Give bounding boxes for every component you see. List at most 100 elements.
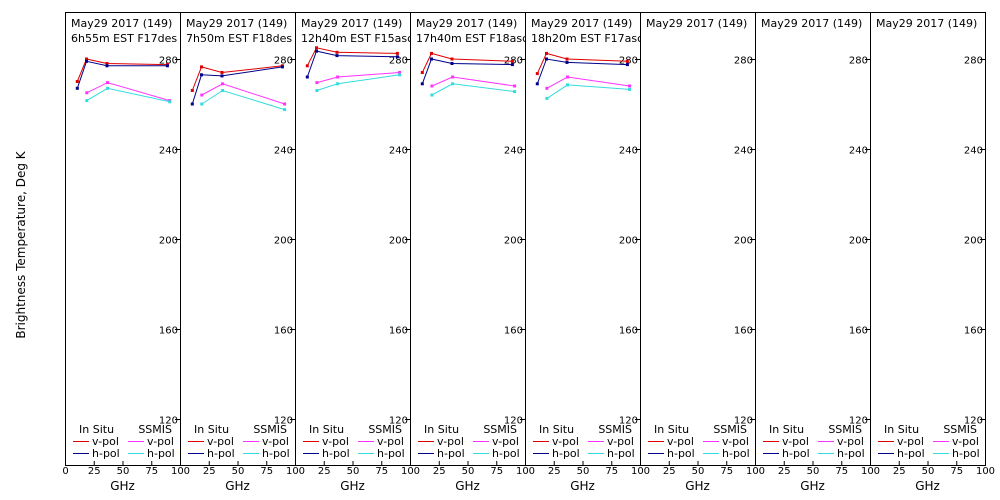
data-point (165, 64, 169, 68)
x-tick-label: 50 (462, 466, 475, 477)
legend-insitu-hpol-label: h-pol (667, 447, 695, 460)
data-point (335, 50, 339, 54)
x-axis-label: GHz (800, 479, 825, 493)
data-point (566, 83, 569, 87)
x-tick-label: 100 (286, 466, 305, 477)
panels-group: May29 2017 (149) 6h55m EST F17des 120 160 20… (62, 12, 995, 493)
x-tick-label: 100 (401, 466, 420, 477)
series-ssmis-h-pol (85, 86, 172, 104)
series-line (421, 58, 513, 84)
data-point (315, 46, 318, 50)
y-tick-label: 120 (734, 416, 753, 427)
data-point (190, 102, 194, 106)
data-point (628, 84, 632, 88)
series-in-situ-h-pol (190, 65, 284, 106)
x-axis-label: GHz (340, 479, 365, 493)
x-axis-label: GHz (110, 479, 135, 493)
x-tick-label: 100 (631, 466, 650, 477)
y-tick-label: 200 (619, 236, 638, 247)
x-axis-label: GHz (225, 479, 250, 493)
data-point (565, 60, 569, 64)
data-point (105, 62, 109, 65)
x-axis-label: GHz (685, 479, 710, 493)
series-line (306, 47, 398, 67)
x-tick-label: 100 (861, 466, 880, 477)
panel-title: May29 2017 (149) (186, 17, 287, 30)
x-tick-label: 25 (88, 466, 101, 477)
x-tick-label: 25 (548, 466, 561, 477)
legend-insitu-title: In Situ (194, 423, 229, 436)
x-tick-label: 50 (117, 466, 130, 477)
series-line (76, 60, 168, 89)
data-point (200, 65, 203, 69)
legend-insitu-title: In Situ (309, 423, 344, 436)
series-in-situ-v-pol (305, 46, 399, 68)
data-point (305, 75, 309, 79)
legend-ssmis-hpol-label: h-pol (492, 447, 520, 460)
series-line (306, 50, 398, 78)
y-tick-label: 240 (504, 146, 523, 157)
legend-insitu-title: In Situ (769, 423, 804, 436)
data-point (398, 73, 402, 77)
panel-header: May29 2017 (149) 17h40m EST F18asc (416, 17, 525, 45)
y-tick-label: 160 (849, 326, 868, 337)
data-point (451, 82, 455, 86)
panel-subtitle: 6h55m EST F17des (71, 32, 177, 45)
y-tick-label: 120 (964, 416, 983, 427)
series-ssmis-v-pol (430, 75, 517, 88)
y-tick-label: 200 (964, 236, 983, 247)
y-tick-label: 160 (619, 326, 638, 337)
data-point (395, 55, 399, 59)
y-tick-label: 200 (274, 236, 293, 247)
legend-ssmis-title: SSMIS (828, 423, 862, 436)
panel-5: May29 2017 (149) 18h20m EST F17asc 120 160 2… (525, 12, 650, 493)
legend-ssmis-title: SSMIS (483, 423, 517, 436)
x-axis-label: GHz (455, 479, 480, 493)
y-tick-label: 280 (389, 56, 408, 67)
panel-title: May29 2017 (149) (531, 17, 632, 30)
series-ssmis-h-pol (430, 82, 517, 97)
series-ssmis-v-pol (545, 75, 632, 90)
legend-insitu-hpol-label: h-pol (552, 447, 580, 460)
y-tick-label: 120 (849, 416, 868, 427)
x-tick-label: 25 (318, 466, 331, 477)
panel-header: May29 2017 (149) 12h40m EST F15asc (301, 17, 410, 45)
y-tick-label: 120 (159, 416, 178, 427)
x-tick-label: 25 (433, 466, 446, 477)
y-tick-label: 240 (159, 146, 178, 157)
panel-header: May29 2017 (149) 7h50m EST F18des (186, 17, 292, 45)
data-point (395, 51, 399, 55)
legend-ssmis-hpol-label: h-pol (377, 447, 405, 460)
series-line (546, 84, 630, 99)
data-point (315, 89, 319, 92)
x-tick-label: 50 (692, 466, 705, 477)
series-line (431, 76, 515, 87)
y-tick-label: 200 (504, 236, 523, 247)
y-tick-label: 120 (389, 416, 408, 427)
panel-title: May29 2017 (149) (761, 17, 862, 30)
series-line (86, 87, 170, 103)
series-line (191, 65, 283, 91)
y-tick-label: 280 (159, 56, 178, 67)
data-point (625, 59, 629, 63)
data-point (398, 71, 402, 74)
x-tick-label: 75 (605, 466, 618, 477)
data-point (628, 87, 632, 91)
legend-insitu-vpol-label: v-pol (552, 435, 579, 448)
x-tick-label: 75 (835, 466, 848, 477)
series-in-situ-h-pol (305, 49, 399, 79)
data-point (566, 75, 569, 79)
legend-ssmis-vpol-label: v-pol (377, 435, 404, 448)
legend-insitu-hpol-label: h-pol (782, 447, 810, 460)
y-tick-label: 200 (159, 236, 178, 247)
x-tick-label: 75 (490, 466, 503, 477)
x-tick-label: 75 (720, 466, 733, 477)
legend-ssmis-title: SSMIS (138, 423, 172, 436)
legend-ssmis-vpol-label: v-pol (837, 435, 864, 448)
data-point (430, 57, 433, 61)
series-line (76, 58, 168, 82)
